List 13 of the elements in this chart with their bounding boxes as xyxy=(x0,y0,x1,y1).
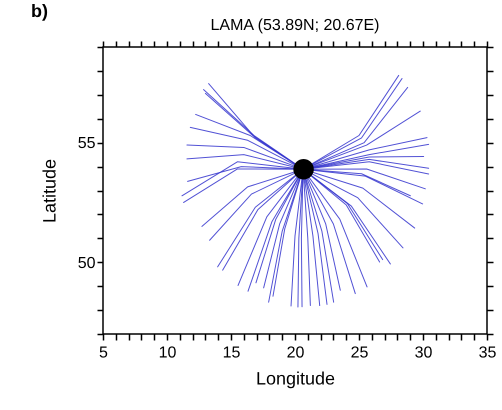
x-axis-title: Longitude xyxy=(256,368,336,388)
chart-title: LAMA (53.89N; 20.67E) xyxy=(210,17,380,34)
x-tick-label: 30 xyxy=(414,344,432,362)
x-tick-label: 10 xyxy=(158,344,176,362)
y-tick-label: 55 xyxy=(78,135,96,152)
x-tick-label: 15 xyxy=(222,344,240,362)
x-tick-label: 5 xyxy=(99,344,108,362)
y-axis-title: Latitude xyxy=(40,158,60,224)
x-tick-label: 25 xyxy=(350,344,368,362)
text: b) xyxy=(31,1,48,21)
y-tick-label: 50 xyxy=(78,254,96,272)
x-tick-label: 20 xyxy=(286,344,304,362)
x-tick-label: 35 xyxy=(478,344,496,362)
